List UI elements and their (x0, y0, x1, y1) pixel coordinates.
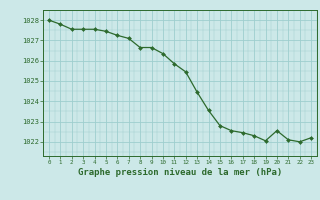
X-axis label: Graphe pression niveau de la mer (hPa): Graphe pression niveau de la mer (hPa) (78, 168, 282, 177)
